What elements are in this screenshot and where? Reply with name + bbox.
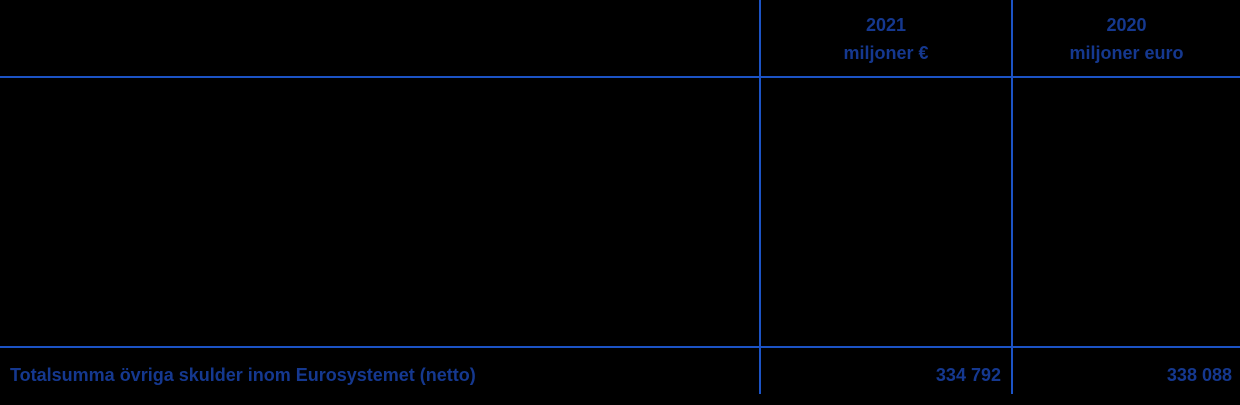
column-divider-right: [1011, 0, 1013, 394]
column-header-2020: 2020 miljoner euro: [1013, 11, 1240, 67]
year-label-2020: 2020: [1106, 15, 1147, 35]
total-value-2021: 334 792: [935, 365, 1001, 385]
unit-label-2020: miljoner euro: [1069, 43, 1184, 63]
header-bottom-rule: [0, 76, 1240, 78]
total-value-2020: 338 088: [1166, 365, 1232, 385]
total-row-label: Totalsumma övriga skulder inom Eurosyste…: [10, 365, 476, 385]
total-row-top-rule: [0, 346, 1240, 348]
unit-label-2021: miljoner €: [843, 43, 929, 63]
column-divider-left: [759, 0, 761, 394]
year-label-2021: 2021: [865, 15, 907, 35]
column-header-2021: 2021 miljoner €: [761, 11, 1011, 67]
